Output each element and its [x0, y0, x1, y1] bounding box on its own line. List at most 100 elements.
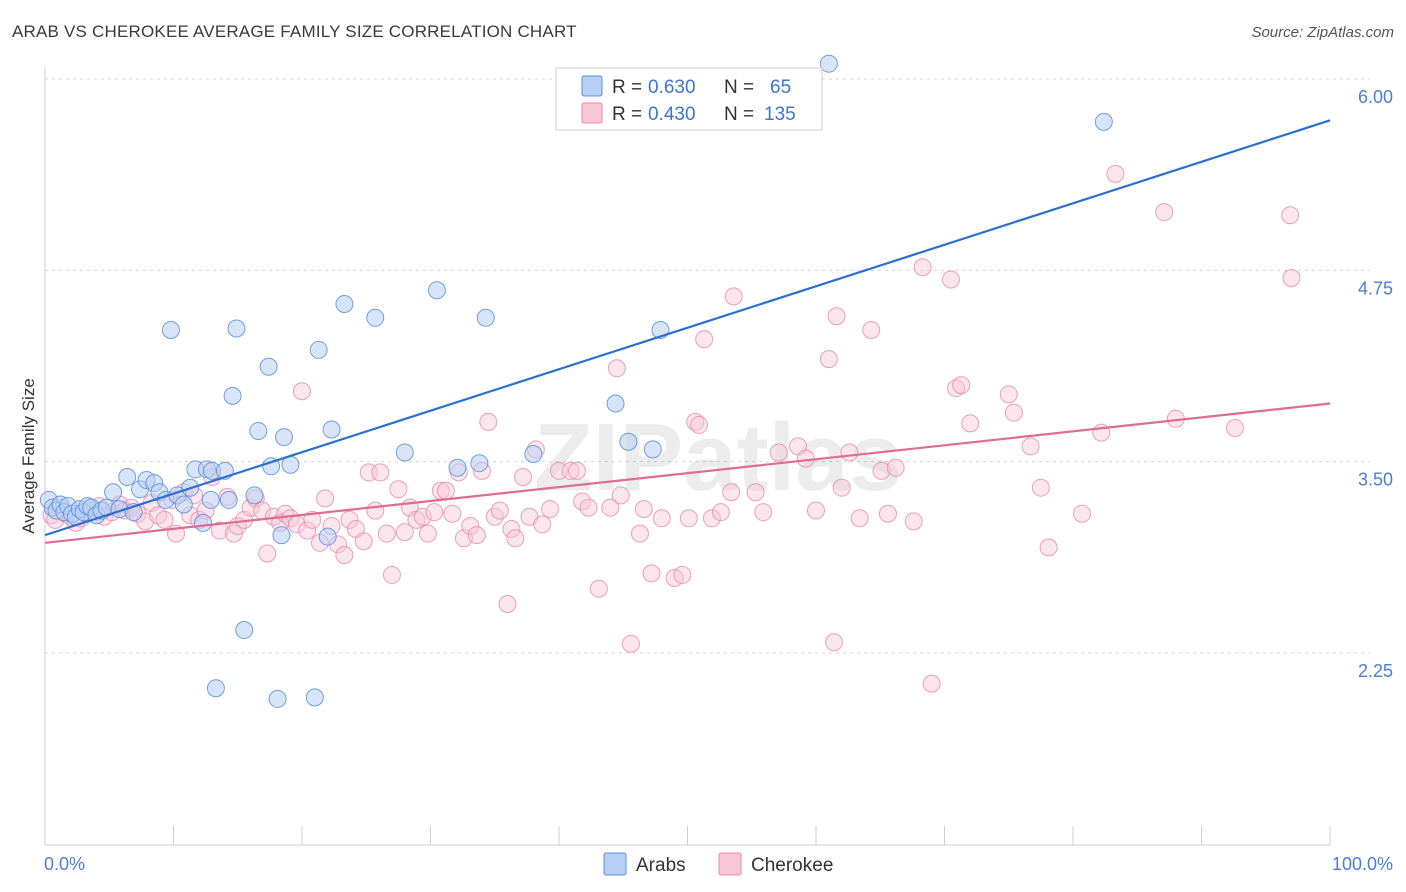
cherokee-r-label: R = [612, 104, 642, 125]
arabs-point [206, 679, 225, 698]
arabs-r-label: R = [612, 77, 642, 98]
cherokee-point [467, 526, 486, 545]
arabs-point [309, 340, 328, 359]
cherokee-point [303, 510, 322, 529]
arabs-point [470, 454, 489, 473]
y-axis-label: Average Family Size [19, 378, 38, 534]
arabs-point [268, 689, 287, 708]
cherokee-point [340, 510, 359, 529]
cherokee-legend-swatch [581, 102, 603, 124]
arabs-point [524, 445, 543, 464]
cherokee-point [258, 544, 277, 563]
cherokee-point [567, 461, 586, 480]
arabs-point [104, 483, 123, 502]
cherokee-point [607, 359, 626, 378]
cherokee-point [634, 500, 653, 519]
cherokee-point [1039, 538, 1058, 557]
arabs-point [318, 527, 337, 546]
arabs-point [335, 295, 354, 314]
arabs-point [819, 54, 838, 73]
arabs-point [322, 420, 341, 439]
cherokee-point [679, 509, 698, 528]
arabs-n-label: N = [724, 77, 754, 98]
cherokee-r-value: 0.430 [648, 104, 696, 125]
cherokee-point [443, 504, 462, 523]
cherokee-point [335, 546, 354, 565]
x-tick-labels: 0.0% 100.0% [44, 854, 1393, 874]
cherokee-point [724, 287, 743, 306]
legend-arabs-label: Arabs [636, 855, 686, 876]
arabs-point [118, 467, 137, 486]
cherokee-point [1072, 504, 1091, 523]
cherokee-point [807, 501, 825, 520]
cherokee-point [485, 507, 504, 526]
cherokee-point [298, 521, 317, 540]
legend-cherokee-label: Cherokee [751, 855, 833, 876]
cherokee-point [824, 633, 843, 652]
y-tick-label-0: 2.25 [1358, 661, 1393, 681]
cherokee-point [652, 509, 671, 528]
cherokee-point [886, 458, 905, 477]
cherokee-point [502, 520, 521, 539]
arabs-point [161, 321, 180, 340]
cherokee-point [1282, 268, 1301, 287]
cherokee-point [690, 415, 709, 434]
arabs-point [275, 428, 294, 447]
arabs-point [1094, 112, 1113, 131]
arabs-point [235, 621, 254, 640]
cherokee-point [827, 307, 846, 326]
cherokee-point [561, 461, 580, 480]
gridlines [45, 78, 1370, 654]
cherokee-point [999, 385, 1018, 404]
arabs-point [395, 443, 414, 462]
cherokee-point [961, 414, 980, 433]
cherokee-point [533, 515, 552, 534]
cherokee-point [1004, 403, 1023, 422]
cherokee-point [642, 564, 661, 583]
series-legend: Arabs Cherokee [603, 852, 833, 876]
arabs-point [619, 432, 638, 451]
stats-legend: R = 0.630 N = 65 R = 0.430 N = 135 [555, 67, 823, 131]
arabs-point [262, 457, 281, 476]
arabs-point [448, 458, 467, 477]
cherokee-point [479, 412, 498, 431]
cherokee-point [819, 350, 838, 369]
cherokee-point [382, 565, 401, 584]
cherokee-point [711, 503, 730, 522]
cherokee-point [498, 595, 517, 614]
cherokee-point [1225, 418, 1244, 437]
arabs-point [643, 440, 662, 459]
cherokee-point [621, 634, 640, 653]
cherokee-point [579, 498, 598, 517]
cherokee-point [541, 500, 560, 519]
cherokee-point [611, 486, 630, 505]
axes [44, 68, 1331, 846]
cherokee-point [316, 489, 335, 508]
arabs-point [305, 688, 324, 707]
cherokee-point [293, 382, 311, 401]
cherokee-point [695, 330, 714, 349]
cherokee-point [952, 376, 971, 395]
cherokee-point [941, 270, 960, 289]
arabs-points [39, 54, 1113, 708]
cherokee-point [418, 524, 437, 543]
arabs-point [259, 357, 278, 376]
arabs-point [272, 526, 291, 545]
trendlines [44, 119, 1331, 544]
cherokee-point [149, 506, 168, 525]
cherokee-point [904, 512, 923, 531]
arabs-point [249, 422, 268, 441]
cherokee-point [436, 481, 455, 500]
cherokee-point [589, 579, 608, 598]
y-tick-label-2: 4.75 [1358, 278, 1393, 298]
cherokee-point [832, 478, 851, 497]
cherokee-point [913, 258, 932, 277]
cherokee-point [461, 516, 480, 535]
arabs-point [366, 308, 385, 327]
arabs-point [606, 394, 625, 413]
arabs-trendline [44, 119, 1331, 537]
cherokee-point [1106, 164, 1125, 183]
cherokee-point [840, 443, 859, 462]
arabs-point [223, 386, 242, 405]
